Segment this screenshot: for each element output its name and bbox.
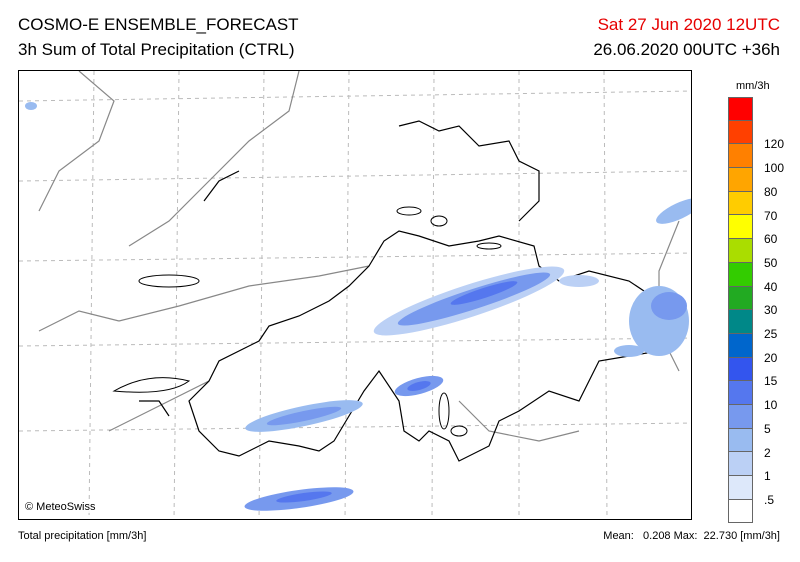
legend-label: 2 bbox=[764, 445, 771, 460]
lakes bbox=[112, 206, 502, 437]
legend-label: 100 bbox=[764, 161, 785, 176]
map-subtitle: 3h Sum of Total Precipitation (CTRL) bbox=[18, 40, 295, 59]
legend-swatch bbox=[728, 286, 753, 311]
legend-swatch bbox=[728, 97, 753, 121]
switzerland-border bbox=[139, 120, 670, 462]
credit-text: © MeteoSwiss bbox=[23, 501, 98, 513]
footer-stats: Mean: 0.208 Max: 22.730 [mm/3h] bbox=[603, 530, 780, 542]
legend-swatch bbox=[728, 381, 753, 405]
legend-label: 60 bbox=[764, 232, 778, 247]
legend-swatch bbox=[728, 239, 753, 263]
map-canvas bbox=[19, 71, 691, 519]
legend-label: 5 bbox=[764, 421, 771, 436]
footer-description: Total precipitation [mm/3h] bbox=[18, 530, 147, 542]
legend-label: 10 bbox=[764, 398, 778, 413]
legend-label: 80 bbox=[764, 184, 778, 199]
legend-label: 20 bbox=[764, 350, 778, 365]
legend-unit: mm/3h bbox=[736, 80, 770, 92]
legend-label: 70 bbox=[764, 208, 778, 223]
legend-swatch bbox=[728, 357, 753, 382]
legend-label: 120 bbox=[764, 137, 785, 152]
legend-label: 50 bbox=[764, 255, 778, 270]
legend-label: 1 bbox=[764, 469, 771, 484]
legend-label: 15 bbox=[764, 374, 778, 389]
valid-time: Sat 27 Jun 2020 12UTC bbox=[597, 15, 780, 34]
legend-swatch bbox=[728, 191, 753, 216]
country-borders bbox=[38, 71, 680, 442]
legend-swatch bbox=[728, 120, 753, 145]
legend-swatch bbox=[728, 144, 753, 169]
legend-label: .5 bbox=[764, 492, 775, 507]
legend-swatch bbox=[728, 428, 753, 453]
color-legend bbox=[728, 97, 753, 524]
legend-swatch bbox=[728, 404, 753, 429]
precipitation-field bbox=[25, 102, 691, 511]
legend-swatch bbox=[728, 499, 753, 524]
legend-label: 40 bbox=[764, 279, 778, 294]
legend-swatch bbox=[728, 310, 753, 334]
legend-swatch bbox=[728, 452, 753, 476]
legend-swatch bbox=[728, 476, 753, 500]
map-title: COSMO-E ENSEMBLE_FORECAST bbox=[18, 15, 299, 34]
precipitation-map: © MeteoSwiss bbox=[18, 70, 692, 520]
legend-swatch bbox=[728, 262, 753, 287]
legend-swatch bbox=[728, 215, 753, 240]
run-info: 26.06.2020 00UTC +36h bbox=[593, 40, 780, 59]
graticule bbox=[19, 71, 691, 519]
legend-label: 30 bbox=[764, 303, 778, 318]
legend-swatch bbox=[728, 168, 753, 192]
legend-label: 25 bbox=[764, 327, 778, 341]
legend-swatch bbox=[728, 333, 753, 358]
